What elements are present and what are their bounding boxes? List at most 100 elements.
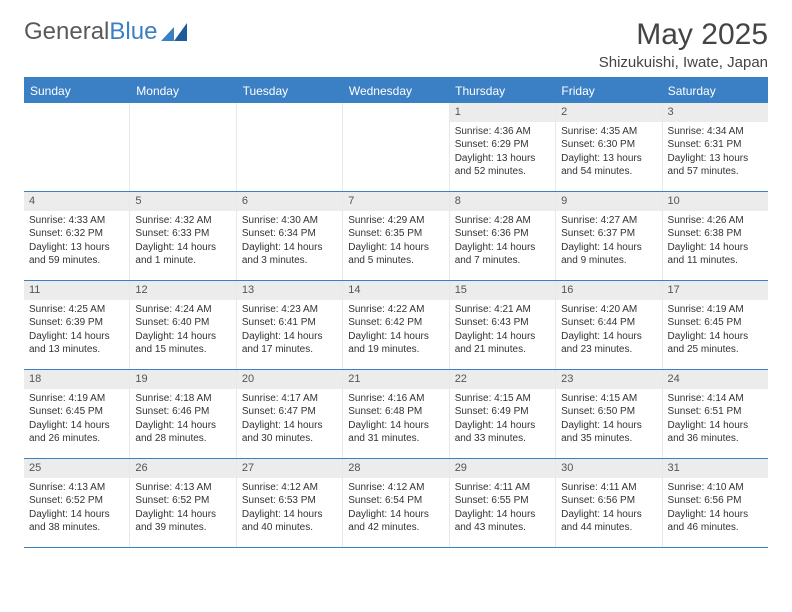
day-number: 30 bbox=[556, 459, 661, 478]
calendar-cell: 25Sunrise: 4:13 AMSunset: 6:52 PMDayligh… bbox=[24, 459, 129, 547]
day-daylight1: Daylight: 14 hours bbox=[242, 241, 337, 255]
day-daylight2: and 36 minutes. bbox=[668, 432, 763, 446]
day-daylight2: and 15 minutes. bbox=[135, 343, 230, 357]
day-details: Sunrise: 4:32 AMSunset: 6:33 PMDaylight:… bbox=[130, 211, 235, 273]
day-sunrise: Sunrise: 4:11 AM bbox=[455, 481, 550, 495]
day-sunset: Sunset: 6:30 PM bbox=[561, 138, 656, 152]
day-details: Sunrise: 4:35 AMSunset: 6:30 PMDaylight:… bbox=[556, 122, 661, 184]
day-daylight2: and 40 minutes. bbox=[242, 521, 337, 535]
day-sunset: Sunset: 6:49 PM bbox=[455, 405, 550, 419]
day-sunset: Sunset: 6:38 PM bbox=[668, 227, 763, 241]
day-daylight2: and 21 minutes. bbox=[455, 343, 550, 357]
day-daylight2: and 26 minutes. bbox=[29, 432, 124, 446]
day-number: 4 bbox=[24, 192, 129, 211]
day-header: Saturday bbox=[662, 79, 768, 103]
day-daylight2: and 44 minutes. bbox=[561, 521, 656, 535]
day-sunrise: Sunrise: 4:13 AM bbox=[135, 481, 230, 495]
calendar-cell: 3Sunrise: 4:34 AMSunset: 6:31 PMDaylight… bbox=[662, 103, 768, 191]
day-sunset: Sunset: 6:33 PM bbox=[135, 227, 230, 241]
calendar: Sunday Monday Tuesday Wednesday Thursday… bbox=[24, 77, 768, 548]
calendar-cell: 16Sunrise: 4:20 AMSunset: 6:44 PMDayligh… bbox=[555, 281, 661, 369]
day-daylight2: and 23 minutes. bbox=[561, 343, 656, 357]
day-sunrise: Sunrise: 4:30 AM bbox=[242, 214, 337, 228]
day-details: Sunrise: 4:13 AMSunset: 6:52 PMDaylight:… bbox=[130, 478, 235, 540]
day-daylight1: Daylight: 14 hours bbox=[668, 419, 763, 433]
logo-text-gray: General bbox=[24, 18, 109, 46]
day-sunrise: Sunrise: 4:25 AM bbox=[29, 303, 124, 317]
day-daylight2: and 54 minutes. bbox=[561, 165, 656, 179]
day-daylight1: Daylight: 14 hours bbox=[561, 419, 656, 433]
day-daylight1: Daylight: 14 hours bbox=[348, 508, 443, 522]
day-sunset: Sunset: 6:52 PM bbox=[29, 494, 124, 508]
day-daylight1: Daylight: 14 hours bbox=[455, 330, 550, 344]
calendar-cell: 20Sunrise: 4:17 AMSunset: 6:47 PMDayligh… bbox=[236, 370, 342, 458]
day-sunrise: Sunrise: 4:23 AM bbox=[242, 303, 337, 317]
calendar-cell bbox=[24, 103, 129, 191]
calendar-cell: 13Sunrise: 4:23 AMSunset: 6:41 PMDayligh… bbox=[236, 281, 342, 369]
day-number: 22 bbox=[450, 370, 555, 389]
day-sunrise: Sunrise: 4:28 AM bbox=[455, 214, 550, 228]
day-sunset: Sunset: 6:35 PM bbox=[348, 227, 443, 241]
calendar-cell: 14Sunrise: 4:22 AMSunset: 6:42 PMDayligh… bbox=[342, 281, 448, 369]
day-details: Sunrise: 4:13 AMSunset: 6:52 PMDaylight:… bbox=[24, 478, 129, 540]
day-number: 1 bbox=[450, 103, 555, 122]
day-number: 16 bbox=[556, 281, 661, 300]
day-number: 20 bbox=[237, 370, 342, 389]
day-number: 24 bbox=[663, 370, 768, 389]
day-number: 17 bbox=[663, 281, 768, 300]
day-daylight2: and 46 minutes. bbox=[668, 521, 763, 535]
day-details: Sunrise: 4:15 AMSunset: 6:50 PMDaylight:… bbox=[556, 389, 661, 451]
day-number: 14 bbox=[343, 281, 448, 300]
calendar-row: 18Sunrise: 4:19 AMSunset: 6:45 PMDayligh… bbox=[24, 370, 768, 459]
calendar-cell: 29Sunrise: 4:11 AMSunset: 6:55 PMDayligh… bbox=[449, 459, 555, 547]
day-daylight1: Daylight: 14 hours bbox=[455, 241, 550, 255]
day-number: 19 bbox=[130, 370, 235, 389]
day-header: Monday bbox=[130, 79, 236, 103]
day-sunrise: Sunrise: 4:11 AM bbox=[561, 481, 656, 495]
month-title: May 2025 bbox=[599, 18, 768, 52]
day-sunrise: Sunrise: 4:35 AM bbox=[561, 125, 656, 139]
day-daylight1: Daylight: 13 hours bbox=[455, 152, 550, 166]
day-sunset: Sunset: 6:48 PM bbox=[348, 405, 443, 419]
day-sunrise: Sunrise: 4:14 AM bbox=[668, 392, 763, 406]
day-daylight1: Daylight: 14 hours bbox=[29, 330, 124, 344]
day-details: Sunrise: 4:17 AMSunset: 6:47 PMDaylight:… bbox=[237, 389, 342, 451]
day-details: Sunrise: 4:12 AMSunset: 6:54 PMDaylight:… bbox=[343, 478, 448, 540]
day-details: Sunrise: 4:29 AMSunset: 6:35 PMDaylight:… bbox=[343, 211, 448, 273]
day-sunset: Sunset: 6:34 PM bbox=[242, 227, 337, 241]
day-details: Sunrise: 4:23 AMSunset: 6:41 PMDaylight:… bbox=[237, 300, 342, 362]
calendar-cell: 1Sunrise: 4:36 AMSunset: 6:29 PMDaylight… bbox=[449, 103, 555, 191]
day-details: Sunrise: 4:34 AMSunset: 6:31 PMDaylight:… bbox=[663, 122, 768, 184]
day-sunset: Sunset: 6:54 PM bbox=[348, 494, 443, 508]
day-sunset: Sunset: 6:36 PM bbox=[455, 227, 550, 241]
day-sunrise: Sunrise: 4:24 AM bbox=[135, 303, 230, 317]
day-daylight1: Daylight: 14 hours bbox=[348, 241, 443, 255]
day-daylight1: Daylight: 14 hours bbox=[455, 419, 550, 433]
day-daylight1: Daylight: 14 hours bbox=[135, 241, 230, 255]
day-sunrise: Sunrise: 4:19 AM bbox=[668, 303, 763, 317]
day-sunrise: Sunrise: 4:18 AM bbox=[135, 392, 230, 406]
calendar-cell: 2Sunrise: 4:35 AMSunset: 6:30 PMDaylight… bbox=[555, 103, 661, 191]
day-daylight1: Daylight: 13 hours bbox=[29, 241, 124, 255]
day-details: Sunrise: 4:24 AMSunset: 6:40 PMDaylight:… bbox=[130, 300, 235, 362]
day-details: Sunrise: 4:12 AMSunset: 6:53 PMDaylight:… bbox=[237, 478, 342, 540]
day-daylight1: Daylight: 14 hours bbox=[561, 508, 656, 522]
day-daylight1: Daylight: 14 hours bbox=[561, 330, 656, 344]
day-details: Sunrise: 4:16 AMSunset: 6:48 PMDaylight:… bbox=[343, 389, 448, 451]
location: Shizukuishi, Iwate, Japan bbox=[599, 54, 768, 71]
day-daylight1: Daylight: 14 hours bbox=[242, 330, 337, 344]
day-daylight2: and 39 minutes. bbox=[135, 521, 230, 535]
day-sunset: Sunset: 6:39 PM bbox=[29, 316, 124, 330]
day-details: Sunrise: 4:33 AMSunset: 6:32 PMDaylight:… bbox=[24, 211, 129, 273]
day-details: Sunrise: 4:14 AMSunset: 6:51 PMDaylight:… bbox=[663, 389, 768, 451]
day-number: 18 bbox=[24, 370, 129, 389]
day-daylight1: Daylight: 14 hours bbox=[29, 419, 124, 433]
day-daylight2: and 35 minutes. bbox=[561, 432, 656, 446]
day-number: 9 bbox=[556, 192, 661, 211]
day-daylight2: and 30 minutes. bbox=[242, 432, 337, 446]
day-daylight2: and 38 minutes. bbox=[29, 521, 124, 535]
day-sunrise: Sunrise: 4:15 AM bbox=[561, 392, 656, 406]
day-daylight1: Daylight: 14 hours bbox=[135, 508, 230, 522]
day-sunset: Sunset: 6:44 PM bbox=[561, 316, 656, 330]
day-sunset: Sunset: 6:40 PM bbox=[135, 316, 230, 330]
